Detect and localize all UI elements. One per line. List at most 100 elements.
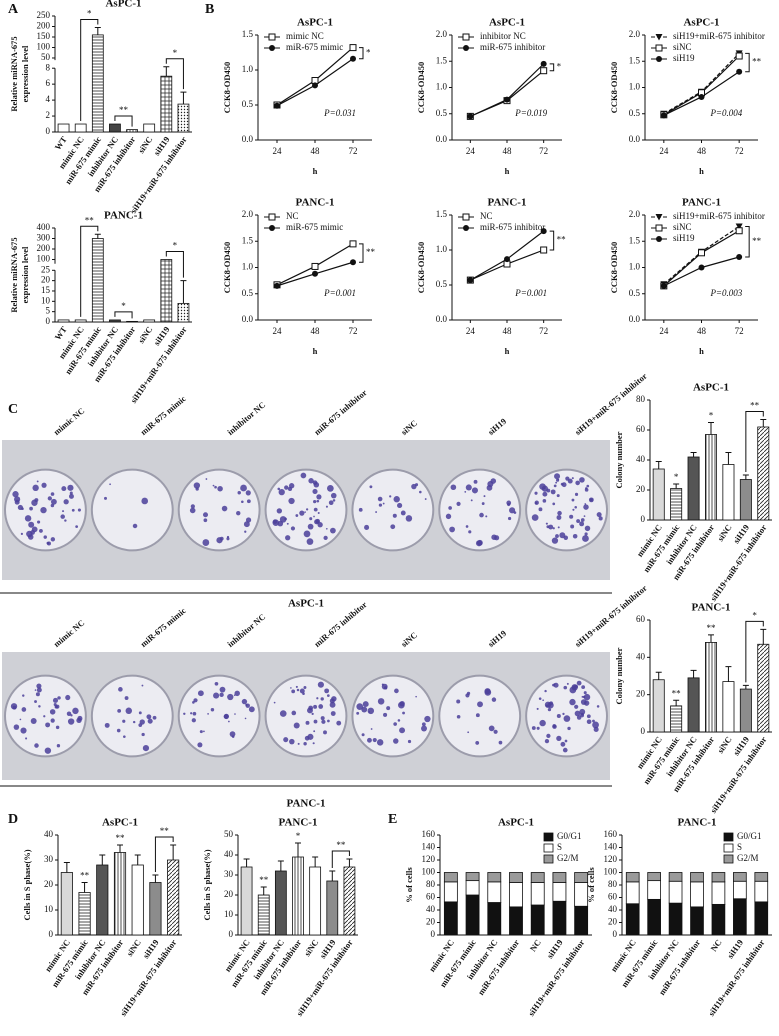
bracket xyxy=(80,19,99,122)
colony xyxy=(596,705,600,708)
colony xyxy=(556,735,562,741)
y-tick-label: 1.0 xyxy=(242,64,254,74)
significance: ** xyxy=(752,236,762,246)
bar xyxy=(74,123,87,133)
colony xyxy=(583,691,587,695)
y-axis-label: CCK8-OD450 xyxy=(222,242,232,293)
colony xyxy=(19,718,22,721)
error-bar xyxy=(94,233,101,239)
colony xyxy=(531,726,536,730)
colony xyxy=(303,742,307,746)
colony xyxy=(67,484,74,491)
bar-segment xyxy=(574,905,589,936)
colony xyxy=(585,487,588,490)
colony xyxy=(543,487,546,490)
x-tick-label: siH19 xyxy=(545,938,565,961)
y-tick-label: 1.5 xyxy=(436,209,448,219)
legend-label: miR-675 mimic xyxy=(286,42,343,52)
legend-label: siNC xyxy=(673,222,692,232)
x-tick-label: 72 xyxy=(349,146,358,156)
marker xyxy=(540,67,548,75)
colony xyxy=(567,478,573,484)
colony xyxy=(243,521,250,528)
error-bar xyxy=(117,844,123,853)
significance: ** xyxy=(116,833,126,843)
legend-label: G2/M xyxy=(737,853,759,863)
colony xyxy=(241,500,244,504)
colony xyxy=(592,721,599,729)
colony xyxy=(531,514,539,521)
colony xyxy=(61,486,67,492)
chart-title: PANC-1 xyxy=(279,817,318,829)
colony xyxy=(229,731,236,738)
bar xyxy=(143,123,156,133)
y-tick-label: 15 xyxy=(41,285,51,295)
legend-label: G0/G1 xyxy=(737,831,762,841)
bracket xyxy=(165,58,184,90)
colony xyxy=(141,732,145,737)
marker xyxy=(349,44,357,52)
colony xyxy=(109,483,111,486)
colony xyxy=(407,739,412,744)
bar-segment xyxy=(647,872,661,882)
colony xyxy=(598,516,603,521)
colony xyxy=(64,519,67,522)
colony xyxy=(31,499,38,506)
colony xyxy=(576,519,581,523)
legend-label: miR-675 mimic xyxy=(286,222,343,232)
colony xyxy=(402,711,405,715)
colony xyxy=(553,683,556,686)
colony xyxy=(307,523,314,530)
colony xyxy=(305,720,310,725)
y-tick-label: 100 xyxy=(604,867,618,877)
colony xyxy=(576,715,582,720)
line xyxy=(276,47,354,106)
colony xyxy=(303,685,307,689)
colony xyxy=(487,481,494,488)
significance: * xyxy=(752,610,757,620)
legend-label: siH19 xyxy=(673,53,695,63)
y-tick-label: 1.5 xyxy=(242,235,254,245)
colony xyxy=(581,685,586,690)
colony xyxy=(364,524,370,530)
colony xyxy=(456,501,461,506)
y-tick-label: 60 xyxy=(636,614,646,624)
bar-segment xyxy=(690,881,704,908)
marker xyxy=(655,224,663,232)
colony xyxy=(313,730,316,733)
colony xyxy=(580,518,585,522)
colony xyxy=(205,478,208,480)
colony xyxy=(68,493,74,499)
significance: * xyxy=(121,301,126,311)
legend-label: inhibitor NC xyxy=(480,31,526,41)
colony xyxy=(219,536,224,541)
colony xyxy=(563,715,571,722)
y-tick-label: 0.5 xyxy=(436,108,448,118)
colony xyxy=(297,742,300,745)
marker xyxy=(467,277,474,284)
colony xyxy=(570,524,575,529)
colony xyxy=(141,497,149,505)
colony xyxy=(545,522,548,525)
colony xyxy=(313,499,317,504)
colony xyxy=(574,492,579,496)
bar-segment xyxy=(552,882,567,902)
colony xyxy=(142,744,150,752)
bar-segment xyxy=(625,872,640,883)
x-tick-label: 48 xyxy=(697,326,707,336)
colony xyxy=(584,525,591,532)
y-tick-label: 20 xyxy=(608,917,618,927)
bar-segment xyxy=(487,902,502,936)
colony xyxy=(552,527,555,530)
bar xyxy=(126,129,138,133)
y-tick-label: 20 xyxy=(426,917,436,927)
colony xyxy=(213,692,220,699)
legend-label: S xyxy=(557,842,562,852)
colony xyxy=(325,527,328,530)
legend-label: G0/G1 xyxy=(557,831,582,841)
colony xyxy=(393,722,397,726)
error-bar xyxy=(134,854,141,865)
significance: * xyxy=(173,48,178,58)
colony xyxy=(303,530,311,538)
colony xyxy=(484,688,491,695)
